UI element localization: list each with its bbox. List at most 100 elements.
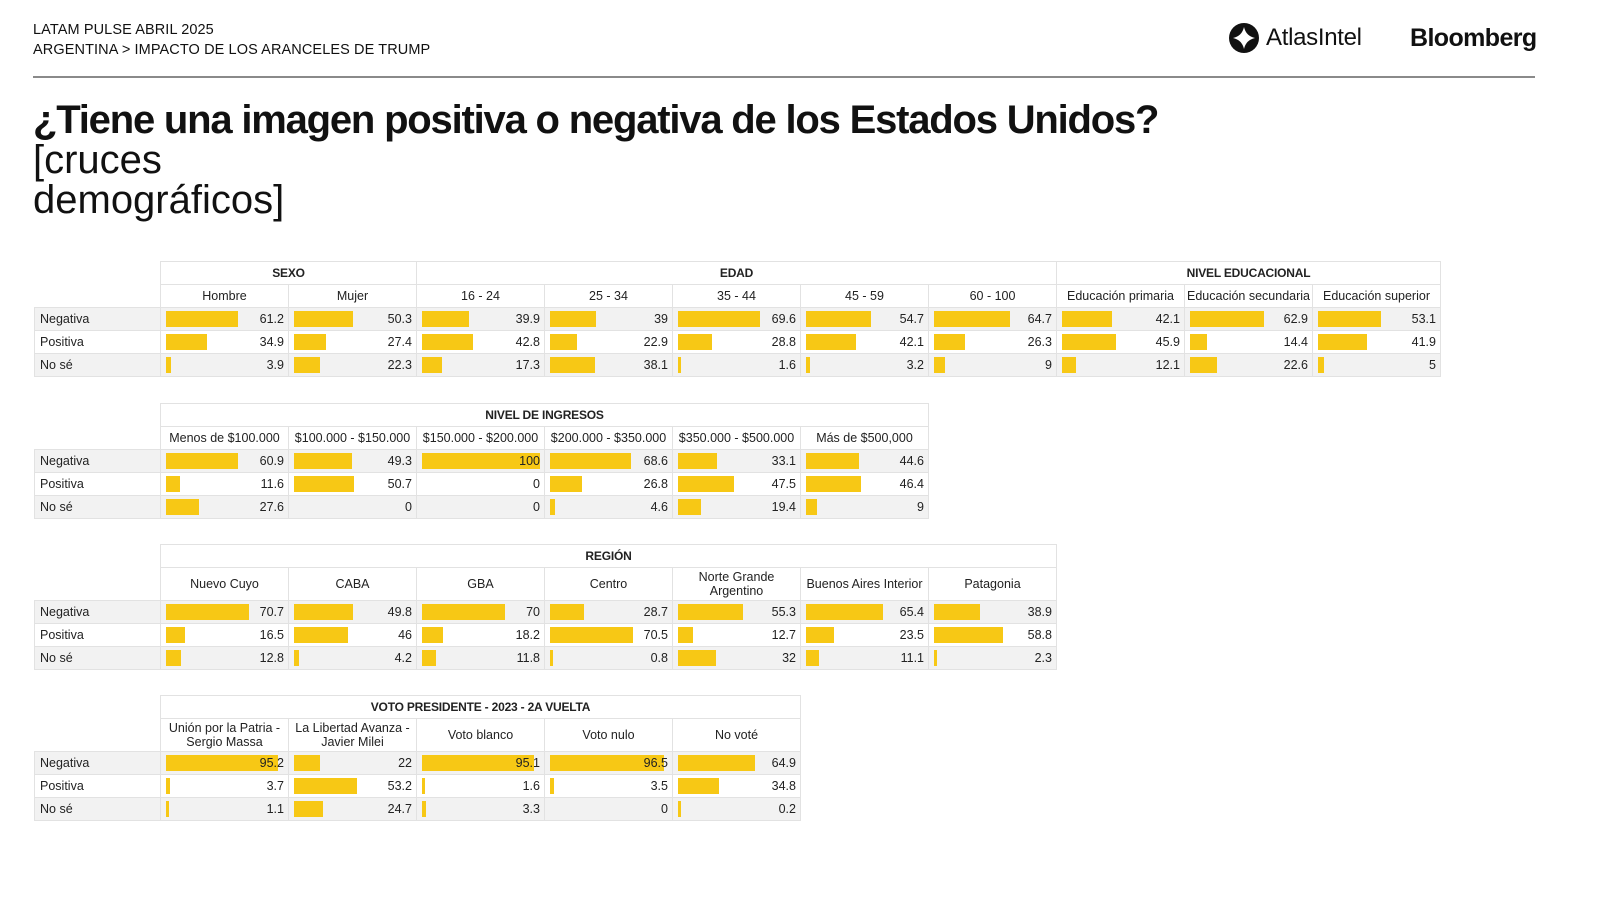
data-cell: 12.1 xyxy=(1056,353,1185,377)
value-label: 0 xyxy=(533,477,540,491)
data-cell: 22.9 xyxy=(544,330,673,354)
data-cell: 47.5 xyxy=(672,472,801,496)
data-cell: 34.9 xyxy=(160,330,289,354)
value-bar xyxy=(294,453,353,469)
title-subtitle-a: [cruces xyxy=(33,138,162,182)
value-bar xyxy=(934,604,980,620)
value-bar xyxy=(422,627,444,643)
value-label: 34.8 xyxy=(771,779,796,793)
data-cell: 95.1 xyxy=(416,751,545,775)
column-header-350-000-500-000: $350.000 - $500.000 xyxy=(672,426,801,450)
data-cell: 42.1 xyxy=(1056,307,1185,331)
value-label: 0 xyxy=(405,500,412,514)
value-bar xyxy=(806,650,820,666)
data-cell: 60.9 xyxy=(160,449,289,473)
value-bar xyxy=(422,357,443,373)
data-cell: 50.3 xyxy=(288,307,417,331)
value-label: 95.1 xyxy=(515,756,540,770)
value-bar xyxy=(166,357,171,373)
value-label: 5 xyxy=(1429,358,1436,372)
value-label: 4.2 xyxy=(394,651,412,665)
value-label: 28.7 xyxy=(643,605,668,619)
value-label: 46 xyxy=(398,628,412,642)
row-label: Positiva xyxy=(34,330,161,354)
value-bar xyxy=(294,755,320,771)
data-cell: 50.7 xyxy=(288,472,417,496)
value-label: 41.9 xyxy=(1411,335,1436,349)
value-label: 46.4 xyxy=(899,477,924,491)
data-cell: 0.2 xyxy=(672,797,801,821)
crosstab-region: REGIÓN Nuevo Cuyo CABA GBA Centro Norte Grand… xyxy=(34,544,1057,670)
data-cell: 64.7 xyxy=(928,307,1057,331)
value-bar xyxy=(422,801,426,817)
crosstab-table: SEXO EDAD NIVEL EDUCACIONAL Hombre Mujer 16 -… xyxy=(34,261,1441,377)
value-label: 69.6 xyxy=(771,312,796,326)
column-header-voto-nulo: Voto nulo xyxy=(544,718,673,752)
column-header-16-24: 16 - 24 xyxy=(416,284,545,308)
value-label: 42.1 xyxy=(1155,312,1180,326)
data-cell: 65.4 xyxy=(800,600,929,624)
value-label: 62.9 xyxy=(1283,312,1308,326)
value-bar xyxy=(1190,357,1217,373)
value-label: 11.1 xyxy=(900,651,924,665)
value-bar xyxy=(934,650,937,666)
value-bar xyxy=(550,755,664,771)
column-header-200-000-350-000: $200.000 - $350.000 xyxy=(544,426,673,450)
value-label: 70.5 xyxy=(643,628,668,642)
header-divider xyxy=(33,76,1535,78)
value-bar xyxy=(678,311,761,327)
data-cell: 62.9 xyxy=(1184,307,1313,331)
data-cell: 11.6 xyxy=(160,472,289,496)
value-label: 39 xyxy=(654,312,668,326)
value-label: 22 xyxy=(398,756,412,770)
value-bar xyxy=(806,604,884,620)
value-bar xyxy=(678,499,701,515)
data-cell: 22.3 xyxy=(288,353,417,377)
crosstab-table: NIVEL DE INGRESOS Menos de $100.000 $100.0… xyxy=(34,403,929,519)
data-cell: 1.6 xyxy=(672,353,801,377)
data-cell: 32 xyxy=(672,646,801,670)
value-label: 68.6 xyxy=(643,454,668,468)
column-header-educacion-superior: Educación superior xyxy=(1312,284,1441,308)
value-label: 0.8 xyxy=(650,651,668,665)
value-label: 23.5 xyxy=(899,628,924,642)
value-bar xyxy=(294,357,321,373)
column-header-buenos-aires-interior: Buenos Aires Interior xyxy=(800,567,929,601)
data-cell: 42.1 xyxy=(800,330,929,354)
data-cell: 3.5 xyxy=(544,774,673,798)
table-row-no-se: No sé 1.1 24.7 3.3 0 0.2 xyxy=(34,797,801,821)
data-cell: 38.1 xyxy=(544,353,673,377)
value-bar xyxy=(806,476,861,492)
value-label: 45.9 xyxy=(1155,335,1180,349)
value-bar xyxy=(934,357,945,373)
corner-blank xyxy=(34,403,161,427)
value-label: 4.6 xyxy=(650,500,668,514)
value-bar xyxy=(550,357,595,373)
data-cell: 0 xyxy=(288,495,417,519)
row-label: No sé xyxy=(34,495,161,519)
data-cell: 22 xyxy=(288,751,417,775)
value-bar xyxy=(166,778,171,794)
value-bar xyxy=(934,627,1004,643)
value-label: 38.9 xyxy=(1027,605,1052,619)
data-cell: 49.8 xyxy=(288,600,417,624)
value-bar xyxy=(166,499,199,515)
data-cell: 49.3 xyxy=(288,449,417,473)
corner-blank xyxy=(34,695,161,719)
table-row-positiva: Positiva 34.9 27.4 42.8 22.9 28.8 42.1 26.3 45.9… xyxy=(34,330,1441,354)
data-cell: 27.6 xyxy=(160,495,289,519)
value-label: 100 xyxy=(519,454,540,468)
data-cell: 12.8 xyxy=(160,646,289,670)
value-label: 32 xyxy=(782,651,796,665)
value-bar xyxy=(166,311,239,327)
value-bar xyxy=(422,778,425,794)
table-row-no-se: No sé 3.9 22.3 17.3 38.1 1.6 3.2 9 12.1 22.6 5 xyxy=(34,353,1441,377)
row-label: Negativa xyxy=(34,449,161,473)
data-cell: 3.2 xyxy=(800,353,929,377)
title-subtitle-b: demográficos] xyxy=(33,178,285,222)
value-label: 12.7 xyxy=(771,628,796,642)
row-label: Positiva xyxy=(34,623,161,647)
corner-blank xyxy=(34,718,161,752)
data-cell: 3.7 xyxy=(160,774,289,798)
value-label: 95.2 xyxy=(259,756,284,770)
